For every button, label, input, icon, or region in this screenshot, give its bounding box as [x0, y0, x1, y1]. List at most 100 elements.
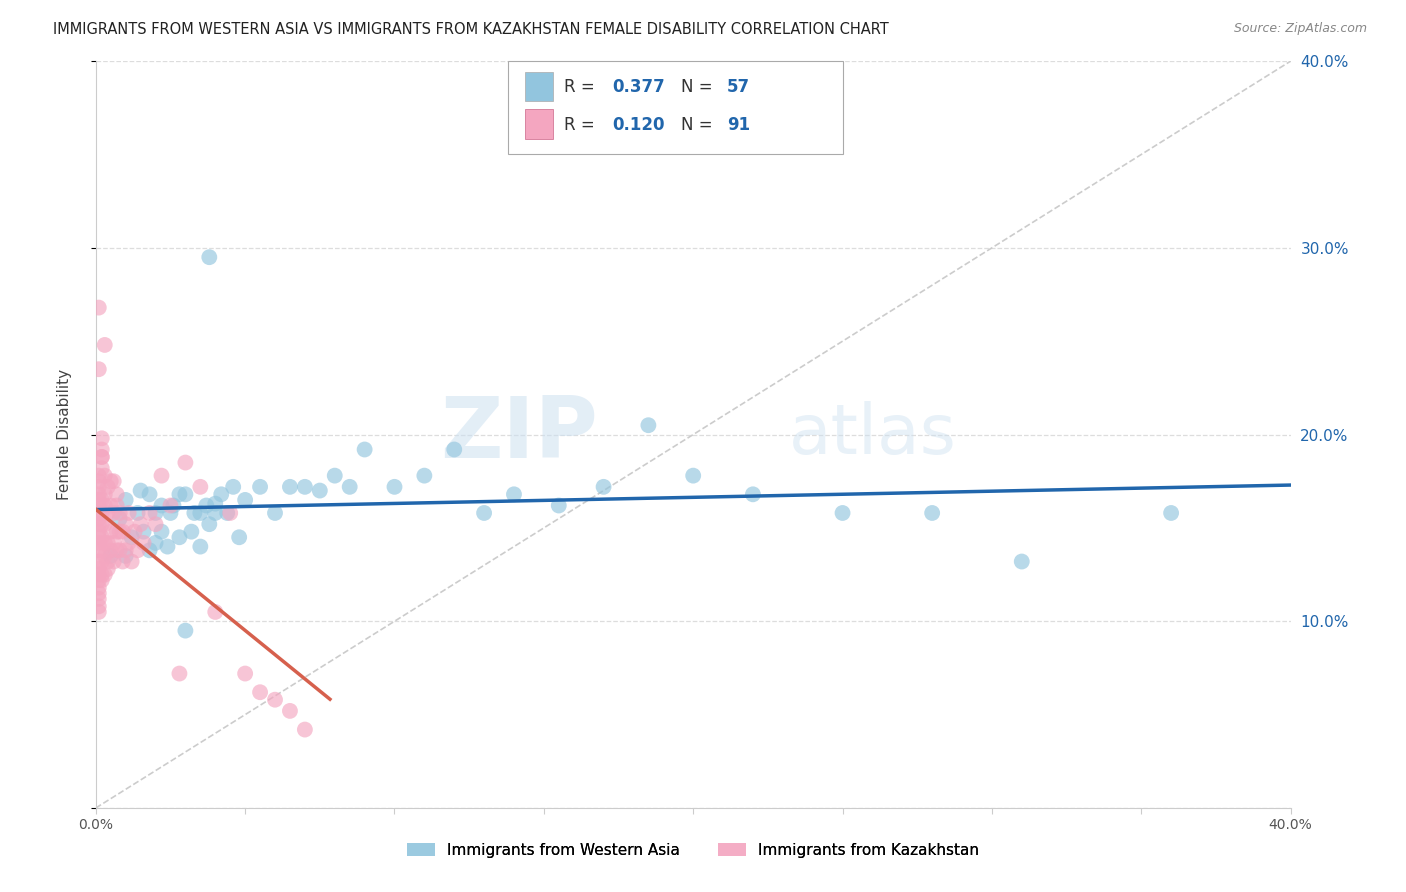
Point	[443, 442, 465, 457]
Text: 91: 91	[727, 116, 749, 134]
Point	[108, 543, 131, 558]
Point	[198, 517, 221, 532]
Point	[87, 605, 110, 619]
Point	[90, 543, 112, 558]
Point	[87, 468, 110, 483]
Point	[87, 562, 110, 576]
Point	[180, 524, 202, 539]
Point	[90, 530, 112, 544]
Point	[204, 605, 226, 619]
Point	[87, 511, 110, 525]
Point	[87, 475, 110, 489]
Point	[129, 483, 152, 498]
Point	[121, 555, 143, 569]
Point	[204, 506, 226, 520]
Point	[87, 573, 110, 587]
Point	[195, 499, 218, 513]
Point	[249, 685, 271, 699]
Text: IMMIGRANTS FROM WESTERN ASIA VS IMMIGRANTS FROM KAZAKHSTAN FEMALE DISABILITY COR: IMMIGRANTS FROM WESTERN ASIA VS IMMIGRAN…	[53, 22, 889, 37]
Point	[90, 461, 112, 475]
Point	[103, 475, 125, 489]
Point	[87, 555, 110, 569]
Point	[472, 506, 495, 520]
Point	[87, 536, 110, 550]
Point	[94, 536, 117, 550]
Point	[94, 567, 117, 582]
Text: Source: ZipAtlas.com: Source: ZipAtlas.com	[1233, 22, 1367, 36]
Point	[100, 549, 122, 563]
Point	[174, 456, 197, 470]
FancyBboxPatch shape	[524, 71, 554, 102]
Point	[100, 499, 122, 513]
Point	[233, 666, 256, 681]
Point	[183, 506, 205, 520]
Point	[90, 450, 112, 464]
Point	[117, 506, 139, 520]
Point	[87, 487, 110, 501]
Point	[87, 591, 110, 606]
Point	[150, 468, 173, 483]
Point	[921, 506, 943, 520]
Point	[503, 487, 526, 501]
Point	[97, 555, 120, 569]
Text: 0.377: 0.377	[612, 78, 665, 96]
Y-axis label: Female Disability: Female Disability	[58, 369, 72, 500]
Point	[114, 492, 136, 507]
Point	[105, 524, 128, 539]
Point	[87, 543, 110, 558]
Point	[138, 543, 160, 558]
Point	[97, 536, 120, 550]
Point	[87, 362, 110, 376]
Point	[114, 517, 136, 532]
Point	[87, 301, 110, 315]
Point	[87, 586, 110, 600]
Point	[94, 338, 117, 352]
Point	[103, 555, 125, 569]
Point	[111, 555, 134, 569]
Point	[198, 250, 221, 264]
Point	[278, 704, 301, 718]
Point	[547, 499, 569, 513]
Point	[105, 499, 128, 513]
Point	[90, 573, 112, 587]
Point	[90, 431, 112, 445]
Point	[150, 499, 173, 513]
Point	[145, 536, 167, 550]
Point	[169, 487, 191, 501]
Point	[105, 543, 128, 558]
Point	[228, 530, 250, 544]
Point	[156, 540, 179, 554]
Point	[249, 480, 271, 494]
Point	[169, 666, 191, 681]
Point	[145, 506, 167, 520]
Point	[87, 581, 110, 595]
Point	[87, 499, 110, 513]
Point	[87, 599, 110, 614]
Point	[103, 506, 125, 520]
Text: ZIP: ZIP	[440, 393, 598, 476]
Point	[94, 549, 117, 563]
Point	[384, 480, 406, 494]
Point	[264, 692, 287, 706]
Point	[323, 468, 346, 483]
Text: atlas: atlas	[789, 401, 956, 468]
Point	[94, 499, 117, 513]
Point	[233, 492, 256, 507]
Point	[264, 506, 287, 520]
Point	[100, 475, 122, 489]
Point	[162, 499, 184, 513]
Point	[132, 536, 155, 550]
Point	[87, 506, 110, 520]
Point	[174, 624, 197, 638]
Point	[121, 530, 143, 544]
Point	[204, 497, 226, 511]
Point	[94, 487, 117, 501]
Point	[108, 524, 131, 539]
Point	[831, 506, 853, 520]
Point	[174, 487, 197, 501]
Text: N =: N =	[682, 78, 718, 96]
Point	[294, 723, 316, 737]
Point	[219, 506, 242, 520]
Point	[90, 555, 112, 569]
Point	[217, 506, 239, 520]
